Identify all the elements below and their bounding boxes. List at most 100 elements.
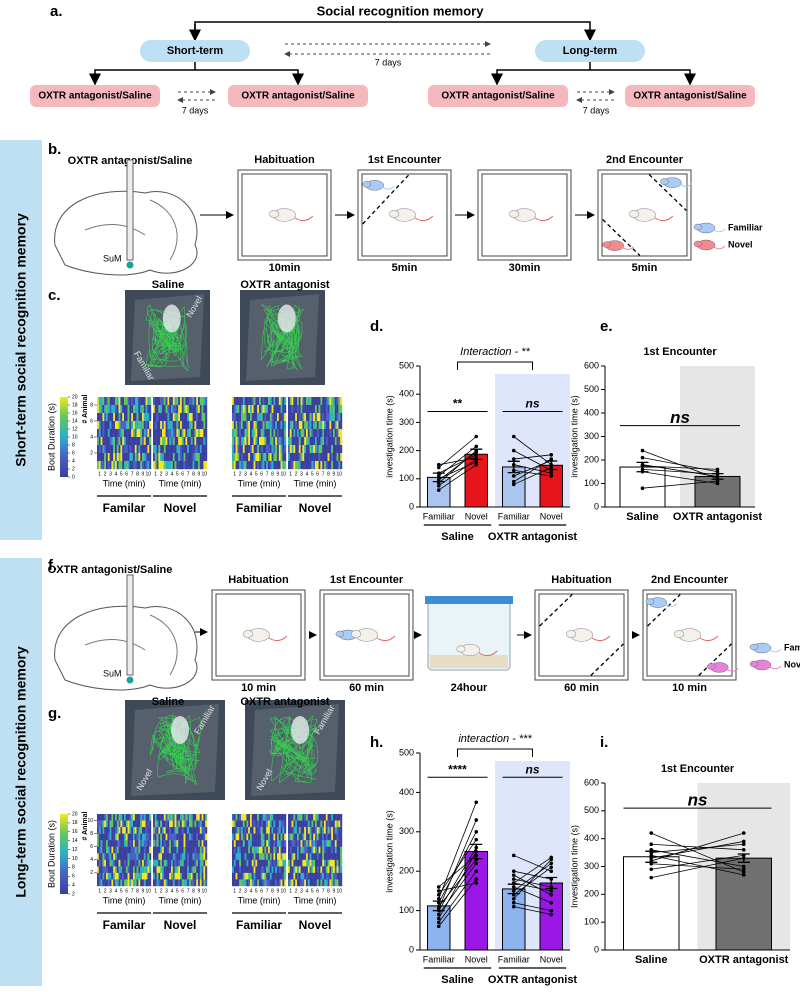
heatmap-cell — [113, 846, 116, 854]
heatmap-cell — [198, 429, 200, 438]
stage-time: 5min — [392, 262, 418, 274]
heatmap-cell — [203, 397, 206, 406]
heatmap-cell — [185, 421, 188, 430]
heatmap-cell — [109, 840, 112, 847]
heatmap-cell — [271, 833, 274, 841]
heatmap-cell — [244, 827, 247, 834]
heatmap-cell — [192, 833, 195, 841]
heatmap-cell — [201, 429, 204, 438]
heatmap-cell — [298, 405, 301, 414]
mouse — [362, 181, 371, 188]
heatmap-cell — [102, 397, 105, 406]
heatmap-cell — [309, 445, 312, 454]
heatmap-cell — [242, 445, 245, 454]
chart-title: 1st Encounter — [643, 346, 717, 358]
heatmap-cell — [111, 429, 114, 438]
heatmap-cell — [284, 421, 287, 430]
error-bar — [545, 460, 558, 471]
x-tick-label: 2 — [295, 471, 298, 477]
heatmap-cell — [134, 461, 137, 470]
heatmap-cell — [327, 405, 330, 414]
heatmap-cell — [284, 437, 287, 446]
heatmap-cell — [304, 879, 307, 887]
side-label: Short-term social recognition memory — [13, 213, 29, 467]
y-tick-label: 200 — [399, 866, 414, 876]
heatmap-cell — [264, 445, 267, 454]
heatmap-cell — [334, 833, 337, 841]
heatmap-cell — [171, 833, 173, 841]
heatmap-cell — [266, 445, 269, 454]
heatmap-cell — [316, 445, 319, 454]
heatmap-cell — [253, 820, 256, 828]
heatmap-cell — [190, 866, 193, 874]
track — [149, 714, 201, 786]
heatmap-cell — [275, 872, 278, 880]
heatmap-cell — [329, 820, 332, 828]
heatmap-cell — [171, 820, 173, 828]
heatmap-cell — [340, 879, 343, 887]
heatmap-cell — [316, 814, 319, 821]
heatmap-cell — [145, 421, 148, 430]
heatmap-cell — [131, 820, 134, 828]
heatmap-cell — [203, 413, 206, 422]
heatmap-cell — [262, 853, 265, 861]
subject-point — [436, 924, 441, 929]
heatmap-cell — [169, 814, 172, 821]
heatmap-cell — [253, 853, 256, 861]
heatmap-cell — [282, 437, 285, 446]
heatmap-cell — [116, 859, 119, 867]
heatmap-cell — [124, 833, 126, 841]
heatmap-cell — [169, 853, 172, 861]
heatmap-cell — [313, 413, 316, 422]
heatmap-cell — [201, 814, 204, 821]
treatment: OXTR antagonist/Saline — [38, 91, 152, 102]
heatmap-cell — [181, 833, 184, 841]
heatmap-cell — [280, 872, 283, 880]
x-tick-label: 7 — [266, 471, 269, 477]
heatmap-cell — [205, 859, 208, 867]
heatmap-cell — [190, 429, 193, 438]
heatmap-cell — [275, 397, 278, 406]
heatmap-cell — [154, 421, 157, 430]
side-band — [0, 558, 42, 986]
heatmap-cell — [199, 445, 202, 454]
heatmap-cell — [140, 445, 143, 454]
heatmap-cell — [100, 437, 103, 446]
heatmap-cell — [125, 405, 128, 414]
heatmap-cell — [129, 429, 132, 438]
subject-line — [513, 458, 552, 482]
heatmap-cell — [318, 421, 321, 430]
heatmap-cell — [300, 879, 303, 887]
heatmap-cell — [203, 840, 206, 847]
heatmap-cell — [131, 461, 134, 470]
heatmap-cell — [163, 453, 166, 462]
heatmap-cell — [145, 872, 148, 880]
heatmap-cell — [260, 397, 263, 406]
heatmap-cell — [322, 397, 325, 406]
heatmap-cell — [302, 437, 305, 446]
heatmap-cell — [97, 397, 99, 406]
heatmap-cell — [133, 405, 135, 414]
heatmap-cell — [280, 866, 283, 874]
heatmap-cell — [277, 866, 279, 874]
x-tick-label: 8 — [271, 888, 274, 894]
heatmap-cell — [169, 879, 172, 887]
heatmap-cell — [153, 846, 155, 854]
heatmap-cell — [98, 827, 101, 834]
heatmap-cell — [304, 397, 307, 406]
heatmap-cell — [201, 859, 204, 867]
heatmap-cell — [172, 846, 175, 854]
heatmap-cell — [318, 405, 321, 414]
heatmap-cell — [192, 859, 195, 867]
heatmap-cell — [181, 413, 184, 422]
heatmap-cell — [273, 814, 276, 821]
heatmap-cell — [165, 461, 168, 470]
heatmap-cell — [280, 859, 283, 867]
heatmap-cell — [237, 413, 240, 422]
heatmap-cell — [147, 397, 150, 406]
heatmap-cell — [142, 833, 144, 841]
heatmap-cell — [162, 840, 164, 847]
x-tick-label: 8 — [327, 888, 330, 894]
heatmap-cell — [100, 421, 103, 430]
x-tick-label: 8 — [136, 471, 139, 477]
